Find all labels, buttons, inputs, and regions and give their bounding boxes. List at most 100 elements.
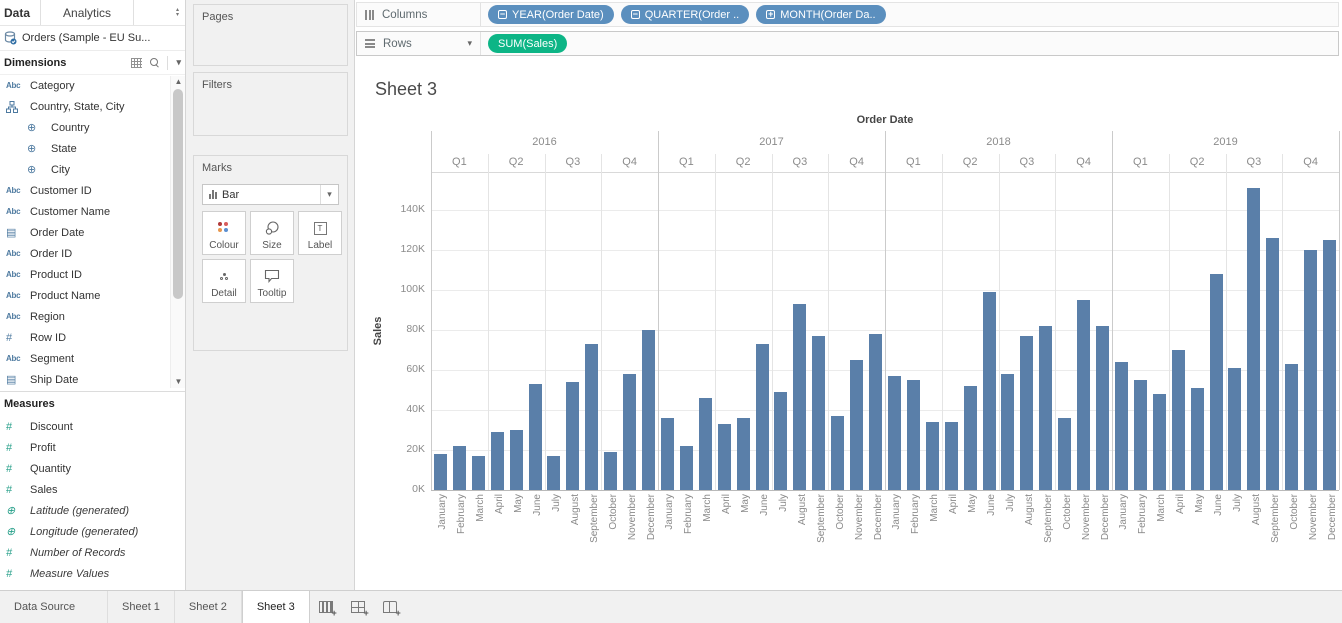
size-button[interactable]: Size [250, 211, 294, 255]
bar-2017-january[interactable] [660, 418, 674, 490]
datasource-row[interactable]: Orders (Sample - EU Su... [0, 26, 185, 51]
bar-2018-november[interactable] [1077, 300, 1091, 490]
expand-icon[interactable]: + [766, 9, 776, 19]
worksheet-tab-sheet-2[interactable]: Sheet 2 [175, 591, 242, 623]
bar-2018-january[interactable] [887, 376, 901, 490]
bar-2016-may[interactable] [509, 430, 523, 490]
bar-2016-october[interactable] [604, 452, 618, 490]
bar-2017-march[interactable] [698, 398, 712, 490]
bar-2016-february[interactable] [452, 446, 466, 490]
pill-sum-sales-[interactable]: SUM(Sales) [488, 34, 568, 53]
bar-2017-october[interactable] [831, 416, 845, 490]
label-button[interactable]: T Label [298, 211, 342, 255]
dimension-city[interactable]: ⊕ City [0, 159, 170, 180]
bar-2018-august[interactable] [1020, 336, 1034, 490]
rows-shelf[interactable]: Rows ▾ SUM(Sales) [356, 31, 1339, 56]
dimension-segment[interactable]: Abc Segment [0, 348, 170, 369]
bar-2017-august[interactable] [793, 304, 807, 490]
measure-discount[interactable]: # Discount [0, 416, 185, 437]
measure-sales[interactable]: # Sales [0, 479, 185, 500]
columns-shelf[interactable]: Columns − YEAR(Order Date) − QUARTER(Order … [356, 2, 1339, 27]
dimension-product-id[interactable]: Abc Product ID [0, 264, 170, 285]
collapse-icon[interactable]: − [630, 9, 640, 19]
dimension-country-state-city[interactable]: Country, State, City [0, 96, 170, 117]
scroll-down-icon[interactable]: ▼ [174, 377, 183, 386]
bar-2018-april[interactable] [944, 422, 958, 490]
bar-2019-august[interactable] [1247, 188, 1261, 490]
dimension-order-date[interactable]: ▤ Order Date [0, 222, 170, 243]
bar-2017-may[interactable] [736, 418, 750, 490]
bar-2016-june[interactable] [528, 384, 542, 490]
tab-data[interactable]: Data [4, 5, 31, 20]
bar-2019-december[interactable] [1323, 240, 1337, 490]
bar-2016-november[interactable] [623, 374, 637, 490]
worksheet-tab-sheet-3[interactable]: Sheet 3 [241, 591, 310, 623]
search-icon[interactable] [150, 58, 159, 67]
bar-2019-july[interactable] [1228, 368, 1242, 490]
bar-2016-january[interactable] [433, 454, 447, 490]
mark-type-caret[interactable]: ▾ [320, 185, 338, 204]
measure-profit[interactable]: # Profit [0, 437, 185, 458]
bar-2019-november[interactable] [1304, 250, 1318, 490]
bar-2017-september[interactable] [812, 336, 826, 490]
filters-shelf[interactable]: Filters [193, 72, 348, 136]
colour-button[interactable]: Colour [202, 211, 246, 255]
bar-2017-november[interactable] [850, 360, 864, 490]
dimension-order-id[interactable]: Abc Order ID [0, 243, 170, 264]
bar-2018-july[interactable] [1001, 374, 1015, 490]
bar-2018-may[interactable] [963, 386, 977, 490]
bar-2018-october[interactable] [1058, 418, 1072, 490]
bar-2018-march[interactable] [925, 422, 939, 490]
bar-2019-october[interactable] [1285, 364, 1299, 490]
bar-2019-may[interactable] [1190, 388, 1204, 490]
pill-quarter-order-[interactable]: − QUARTER(Order .. [620, 5, 750, 24]
dimension-product-name[interactable]: Abc Product Name [0, 285, 170, 306]
dimension-state[interactable]: ⊕ State [0, 138, 170, 159]
pill-year-order-date-[interactable]: − YEAR(Order Date) [488, 5, 614, 24]
dimensions-menu-caret-icon[interactable]: ▾ [176, 57, 181, 67]
bar-2016-march[interactable] [471, 456, 485, 490]
dimensions-scrollbar[interactable]: ▲ ▼ [170, 76, 185, 388]
bar-2016-december[interactable] [642, 330, 656, 490]
bar-2016-april[interactable] [490, 432, 504, 490]
measure-number-of-records[interactable]: # Number of Records [0, 542, 185, 563]
measure-latitude-generated-[interactable]: ⊕ Latitude (generated) [0, 500, 185, 521]
bar-2017-february[interactable] [679, 446, 693, 490]
bar-2018-december[interactable] [1096, 326, 1110, 490]
worksheet-tab-data-source[interactable]: Data Source [0, 591, 108, 623]
new-story-button[interactable] [374, 591, 406, 623]
worksheet-tab-sheet-1[interactable]: Sheet 1 [108, 591, 175, 623]
dimension-customer-name[interactable]: Abc Customer Name [0, 201, 170, 222]
bar-2018-june[interactable] [982, 292, 996, 490]
dimension-category[interactable]: Abc Category [0, 75, 170, 96]
bar-2017-july[interactable] [774, 392, 788, 490]
pill-month-order-da-[interactable]: + MONTH(Order Da.. [756, 5, 886, 24]
rows-shelf-caret-icon[interactable]: ▾ [467, 38, 472, 48]
measure-longitude-generated-[interactable]: ⊕ Longitude (generated) [0, 521, 185, 542]
view-data-grid-icon[interactable] [131, 57, 143, 68]
bar-2017-june[interactable] [755, 344, 769, 490]
bar-2019-march[interactable] [1152, 394, 1166, 490]
measure-measure-values[interactable]: # Measure Values [0, 563, 185, 584]
pane-collapse-icon[interactable]: ▴ ▾ [175, 6, 179, 18]
new-dashboard-button[interactable] [342, 591, 374, 623]
bar-2017-december[interactable] [869, 334, 883, 490]
tab-analytics[interactable]: Analytics [40, 0, 135, 25]
bar-2018-september[interactable] [1039, 326, 1053, 490]
dimension-row-id[interactable]: # Row ID [0, 327, 170, 348]
collapse-icon[interactable]: − [498, 9, 507, 19]
bar-2019-april[interactable] [1171, 350, 1185, 490]
bar-2017-april[interactable] [717, 424, 731, 490]
dimension-customer-id[interactable]: Abc Customer ID [0, 180, 170, 201]
measure-quantity[interactable]: # Quantity [0, 458, 185, 479]
pages-shelf[interactable]: Pages [193, 4, 348, 66]
bar-2019-february[interactable] [1133, 380, 1147, 490]
dimension-country[interactable]: ⊕ Country [0, 117, 170, 138]
bar-2018-february[interactable] [906, 380, 920, 490]
scroll-up-icon[interactable]: ▲ [174, 77, 183, 86]
new-worksheet-button[interactable] [310, 591, 342, 623]
mark-type-dropdown[interactable]: Bar ▾ [202, 184, 339, 205]
bar-2016-july[interactable] [547, 456, 561, 490]
bar-2019-june[interactable] [1209, 274, 1223, 490]
tooltip-button[interactable]: Tooltip [250, 259, 294, 303]
